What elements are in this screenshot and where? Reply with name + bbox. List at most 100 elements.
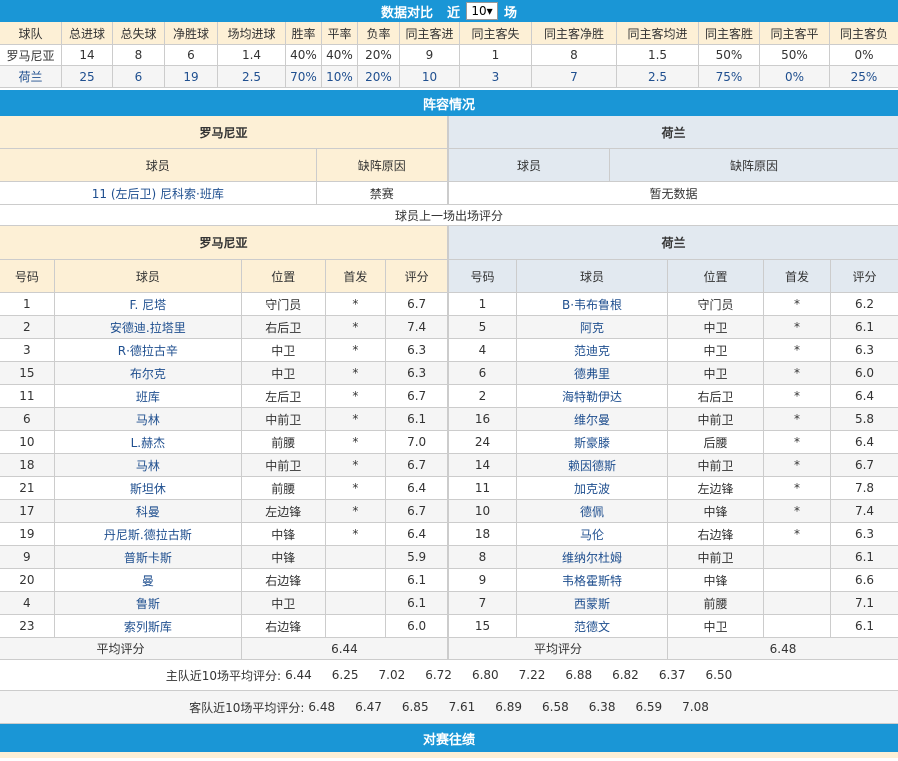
table-cell[interactable]: 加克波 [517, 477, 668, 499]
table-cell: 左边锋 [668, 477, 764, 499]
away_recent-label: 客队近10场平均评分: [189, 700, 305, 715]
table-cell: 6 [165, 45, 218, 65]
table-cell: 6.0 [407, 619, 427, 633]
absent-head-home: 球员 缺阵原因 [0, 149, 449, 182]
table-cell: 号码 [0, 260, 55, 292]
table-cell[interactable]: 马林 [55, 408, 242, 430]
table-cell: 5 [449, 316, 517, 338]
table-cell[interactable]: 斯坦休 [55, 477, 242, 499]
h2h-bar: 对赛往绩 [0, 724, 898, 752]
table-cell: * [326, 408, 387, 430]
table-cell: 暂无数据 [649, 186, 698, 201]
table-cell[interactable]: 赖因德斯 [517, 454, 668, 476]
home_recent-value: 7.02 [378, 668, 406, 682]
table-cell: 6.7 [854, 458, 875, 472]
player-head: 号码 球员 位置 首发 评分 号码 球员 位置 首发 评分 [0, 260, 898, 293]
table-cell: 8 [449, 546, 517, 568]
table-cell[interactable]: 荷兰 [0, 66, 62, 87]
table-cell: 11 [449, 477, 517, 499]
near-label: 近 [446, 5, 460, 21]
table-cell: 罗马尼亚 [199, 236, 248, 250]
table-cell[interactable]: 11 (左后卫) 尼科索·班库 [0, 182, 317, 204]
rating-team: 罗马尼亚 荷兰 [0, 226, 898, 260]
absent-rows-away: 暂无数据 [449, 182, 898, 205]
table-cell: 11 [0, 385, 55, 407]
table-cell: 6 [449, 362, 517, 384]
table-cell[interactable]: 马林 [55, 454, 242, 476]
player-row: 17 科曼 左边锋 * 6.7 [0, 500, 447, 523]
table-cell[interactable]: 韦格霍斯特 [517, 569, 668, 591]
table-cell: 位置 [668, 260, 764, 292]
table-cell: 守门员 [668, 293, 764, 315]
table-cell[interactable]: 德佩 [517, 500, 668, 522]
table-cell: 14 [62, 45, 113, 65]
table-cell: 5.8 [854, 412, 875, 426]
table-cell: 球员 [0, 149, 317, 181]
table-cell: 6.7 [407, 504, 427, 518]
table-cell: 7.1 [854, 596, 875, 610]
absent-head: 球员 缺阵原因 球员 缺阵原因 [0, 149, 898, 182]
absent-team-home: 罗马尼亚 [0, 116, 449, 149]
table-cell: 20% [358, 45, 400, 65]
table-cell[interactable]: 曼 [55, 569, 242, 591]
table-cell: * [326, 477, 387, 499]
absent-rows: 11 (左后卫) 尼科索·班库 禁赛 暂无数据 [0, 182, 898, 205]
table-cell: 7.0 [407, 435, 427, 449]
table-cell[interactable]: 维纳尔杜姆 [517, 546, 668, 568]
table-cell[interactable]: 班库 [55, 385, 242, 407]
table-cell: 7.8 [854, 481, 875, 495]
table-cell: 禁赛 [369, 186, 394, 201]
table-cell: 6.1 [854, 320, 875, 334]
table-cell[interactable]: 鲁斯 [55, 592, 242, 614]
table-cell: 同主客均进 [617, 22, 699, 44]
table-cell: 1 [460, 45, 532, 65]
table-cell: 中前卫 [668, 454, 764, 476]
table-cell[interactable]: 科曼 [55, 500, 242, 522]
table-cell: * [326, 431, 387, 453]
table-cell: 总进球 [62, 22, 113, 44]
table-cell[interactable]: B·韦布鲁根 [517, 293, 668, 315]
table-cell: * [764, 431, 831, 453]
table-cell: * [764, 316, 831, 338]
table-cell[interactable]: 马伦 [517, 523, 668, 545]
table-cell[interactable]: 布尔克 [55, 362, 242, 384]
table-cell[interactable]: L.赫杰 [55, 431, 242, 453]
table-cell[interactable]: F. 尼塔 [55, 293, 242, 315]
table-cell[interactable]: 西蒙斯 [517, 592, 668, 614]
table-cell: 评分 [404, 269, 429, 284]
table-cell: 球队 [0, 22, 62, 44]
absent-rows-home: 11 (左后卫) 尼科索·班库 禁赛 [0, 182, 449, 205]
table-cell: 6 [113, 66, 165, 87]
table-cell[interactable]: 索列斯库 [55, 615, 242, 637]
table-cell[interactable]: R·德拉古辛 [55, 339, 242, 361]
player-rows-home: 1 F. 尼塔 守门员 * 6.7 2 安德迪.拉塔里 右后卫 * 7.4 3 R·德拉古辛 中卫 * 6.… [0, 293, 449, 638]
player-rows-away: 1 B·韦布鲁根 守门员 * 6.2 5 阿克 中卫 * 6.1 4 范迪克 中卫 * 6.3 6 德弗里 中卫 *… [449, 293, 898, 638]
table-cell: 球员 [517, 260, 668, 292]
table-cell: 9 [449, 569, 517, 591]
player-row: 18 马伦 右边锋 * 6.3 [449, 523, 898, 546]
table-cell[interactable]: 范德文 [517, 615, 668, 637]
table-cell [764, 569, 831, 591]
table-cell: 18 [0, 454, 55, 476]
table-cell[interactable]: 海特勒伊达 [517, 385, 668, 407]
compare-bar: 数据对比 近 10 ▾ 场 [0, 0, 898, 22]
table-cell: 6.4 [407, 527, 427, 541]
table-cell[interactable]: 普斯卡斯 [55, 546, 242, 568]
table-cell[interactable]: 阿克 [517, 316, 668, 338]
unit-label: 场 [504, 5, 518, 21]
table-cell: 75% [699, 66, 760, 87]
home_recent-value: 6.80 [471, 668, 499, 682]
absent-empty: 暂无数据 [449, 182, 898, 205]
home_recent-label: 主队近10场平均评分: [165, 668, 282, 683]
compare-row: 罗马尼亚 14 8 6 1.4 40% 40% 20% 9 1 8 1.5 50% 50% 0% [0, 45, 898, 66]
table-cell[interactable]: 德弗里 [517, 362, 668, 384]
table-cell[interactable]: 丹尼斯.德拉古斯 [55, 523, 242, 545]
h2h-title: 对赛往绩 [422, 732, 475, 748]
table-cell[interactable]: 维尔曼 [517, 408, 668, 430]
table-cell[interactable]: 安德迪.拉塔里 [55, 316, 242, 338]
table-cell[interactable]: 斯豪滕 [517, 431, 668, 453]
table-cell[interactable]: 范迪克 [517, 339, 668, 361]
match-count-select[interactable]: 10 ▾ [466, 2, 498, 20]
table-cell: 6.2 [854, 297, 875, 311]
table-cell: 号码 [449, 260, 517, 292]
